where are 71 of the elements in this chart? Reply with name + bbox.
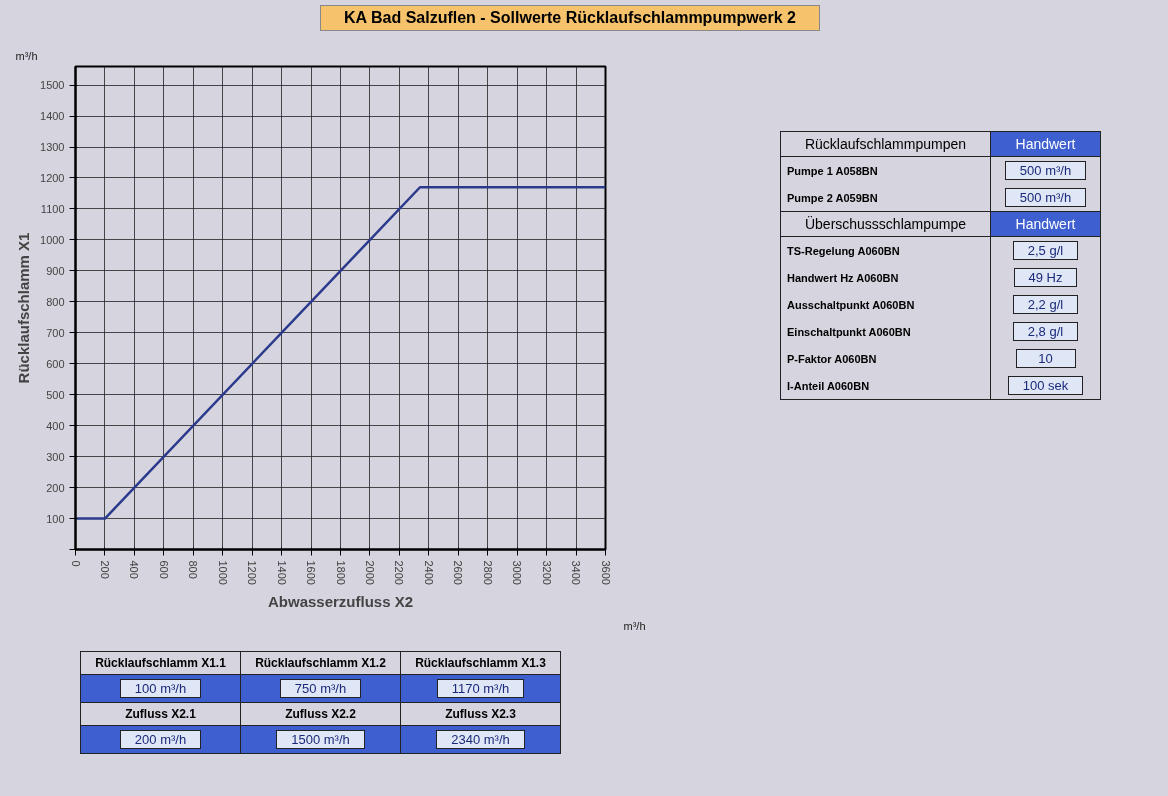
text: Einschaltpunkt A060BN xyxy=(780,318,991,345)
text: Überschussschlampumpe xyxy=(780,211,991,237)
x-tick-label: 400 xyxy=(128,560,141,579)
text: P-Faktor A060BN xyxy=(780,345,991,372)
text: m³/h xyxy=(15,49,38,62)
y-tick-label: 1200 xyxy=(40,171,65,184)
text: 200 m³/h xyxy=(119,730,202,749)
text: I-Anteil A060BN xyxy=(780,372,991,400)
x-tick-label: 1200 xyxy=(246,560,259,585)
y-tick-label: 500 xyxy=(46,388,65,401)
x-tick-label: 0 xyxy=(69,560,82,567)
y-tick-label: 1000 xyxy=(40,233,65,246)
y-tick-label: 1300 xyxy=(40,141,65,153)
text: Rücklaufschlamm X1.2 xyxy=(240,651,401,675)
text: Rücklaufschlammpumpen xyxy=(780,131,991,157)
text: Handwert Hz A060BN xyxy=(780,264,991,291)
text: 2,8 g/l xyxy=(1012,322,1079,341)
text: Rücklaufschlamm X1.1 xyxy=(80,651,241,675)
y-tick-label: 200 xyxy=(46,481,65,494)
text: Zufluss X2.2 xyxy=(240,702,401,726)
text: 500 m³/h xyxy=(1004,188,1087,207)
x-tick-label: 200 xyxy=(98,560,111,579)
text: 100 m³/h xyxy=(119,679,202,698)
text: Zufluss X2.1 xyxy=(80,702,241,726)
text: 49 Hz xyxy=(1013,268,1078,287)
x-tick-label: 3400 xyxy=(570,560,583,585)
x-tick-label: 2200 xyxy=(393,560,406,585)
text: 750 m³/h xyxy=(279,679,362,698)
text: 100 sek xyxy=(1007,376,1084,395)
chart-title: KA Bad Salzuflen - Sollwerte Rücklaufschlammpumpwerk 2 xyxy=(320,5,820,31)
x-tick-label: 1400 xyxy=(275,560,288,585)
text: Zufluss X2.3 xyxy=(400,702,561,726)
x-tick-label: 600 xyxy=(157,560,170,579)
text: TS-Regelung A060BN xyxy=(780,236,991,264)
text: Pumpe 1 A058BN xyxy=(780,156,991,184)
y-tick-label: 900 xyxy=(46,264,65,277)
y-tick-label: 400 xyxy=(46,419,65,432)
x-tick-label: 2400 xyxy=(422,560,435,585)
x-tick-label: 1000 xyxy=(216,560,229,585)
y-tick-label: 600 xyxy=(46,357,65,370)
x-tick-label: 2000 xyxy=(363,560,376,585)
x-tick-label: 2800 xyxy=(481,560,494,585)
y-tick-label: 1500 xyxy=(40,79,65,92)
y-tick-label: 700 xyxy=(46,326,65,339)
text: 500 m³/h xyxy=(1004,161,1087,180)
x-tick-label: 1800 xyxy=(334,560,347,585)
text: 2,5 g/l xyxy=(1012,241,1079,260)
text: Ausschaltpunkt A060BN xyxy=(780,291,991,318)
text: 1500 m³/h xyxy=(276,730,365,749)
x-tick-label: 1600 xyxy=(305,560,318,585)
y-axis-title: Rücklaufschlamm X1 xyxy=(15,232,33,384)
x-tick-label: 3600 xyxy=(599,560,612,585)
y-tick-label: 800 xyxy=(46,295,65,308)
text: 2,2 g/l xyxy=(1012,295,1079,314)
text: Handwert xyxy=(990,211,1101,237)
text: 10 xyxy=(1015,349,1076,368)
y-tick-label: 300 xyxy=(46,450,65,463)
x-tick-label: 2600 xyxy=(452,560,465,585)
text: Pumpe 2 A059BN xyxy=(780,184,991,212)
y-tick-label: 1100 xyxy=(40,202,65,215)
text: Handwert xyxy=(990,131,1101,157)
x-tick-label: 800 xyxy=(187,560,200,579)
y-tick-label: 1400 xyxy=(40,110,65,123)
text: Rücklaufschlamm X1.3 xyxy=(400,651,561,675)
x-tick-label: 3200 xyxy=(540,560,553,585)
x-axis-title: Abwasserzufluss X2 xyxy=(267,592,414,610)
text: 1170 m³/h xyxy=(436,679,525,698)
y-tick-label: 100 xyxy=(46,512,65,525)
text: m³/h xyxy=(623,619,646,632)
text: 2340 m³/h xyxy=(436,730,525,749)
x-tick-label: 3000 xyxy=(511,560,524,585)
